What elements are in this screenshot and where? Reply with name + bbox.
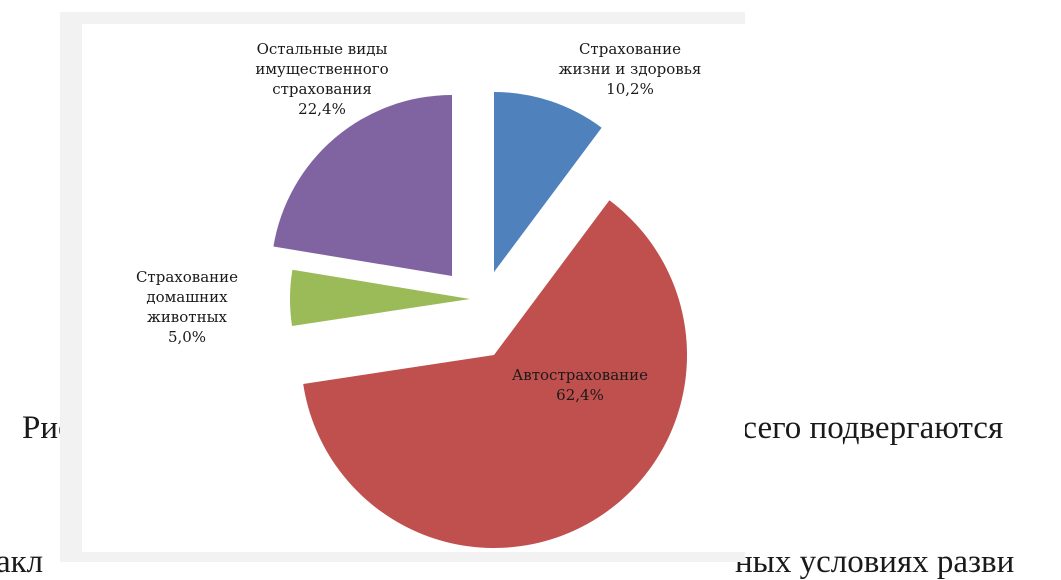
pie-slice-label-line: жизни и здоровья: [559, 60, 702, 78]
pie-slice-label-line: 10,2%: [606, 80, 654, 98]
pie-slice-label-1: Страхование жизни и здоровья 10,2%: [559, 40, 702, 98]
pie-slice-label-line: Остальные виды: [257, 40, 388, 58]
pie-slice-label-line: имущественного: [255, 60, 388, 78]
document-text-line-2-left: акл: [0, 544, 44, 580]
pie-slice-2: [303, 200, 688, 548]
pie-slice-label-line: Страхование: [136, 268, 238, 286]
pie-chart: Страхование жизни и здоровья 10,2% Автостра…: [136, 40, 702, 548]
pie-slice-label-line: Автострахование: [512, 366, 648, 384]
pie-slice-label-2: Автострахование 62,4%: [512, 366, 648, 404]
pie-slice-label-line: 62,4%: [556, 386, 604, 404]
pie-slice-label-3: Страхование домашних животных 5,0%: [136, 268, 238, 346]
chart-figure: Страхование жизни и здоровья 10,2% Автостра…: [60, 12, 745, 562]
pie-slice-label-line: 22,4%: [298, 100, 346, 118]
pie-slice-label-line: животных: [147, 308, 228, 326]
pie-slice-label-line: страхования: [272, 80, 372, 98]
pie-slice-label-4: Остальные виды имущественного страхования 2…: [255, 40, 388, 118]
document-text-line-1-right: всего подвергаются: [727, 410, 1004, 446]
pie-slice-label-line: Страхование: [579, 40, 681, 58]
pie-slice-label-line: 5,0%: [168, 328, 206, 346]
document-text-line-2-right: ных условиях разви: [735, 544, 1015, 580]
pie-slice-4: [273, 95, 452, 276]
pie-slice-1: [494, 92, 602, 272]
pie-slice-3: [290, 269, 470, 327]
pie-slice-label-line: домашних: [146, 288, 228, 306]
